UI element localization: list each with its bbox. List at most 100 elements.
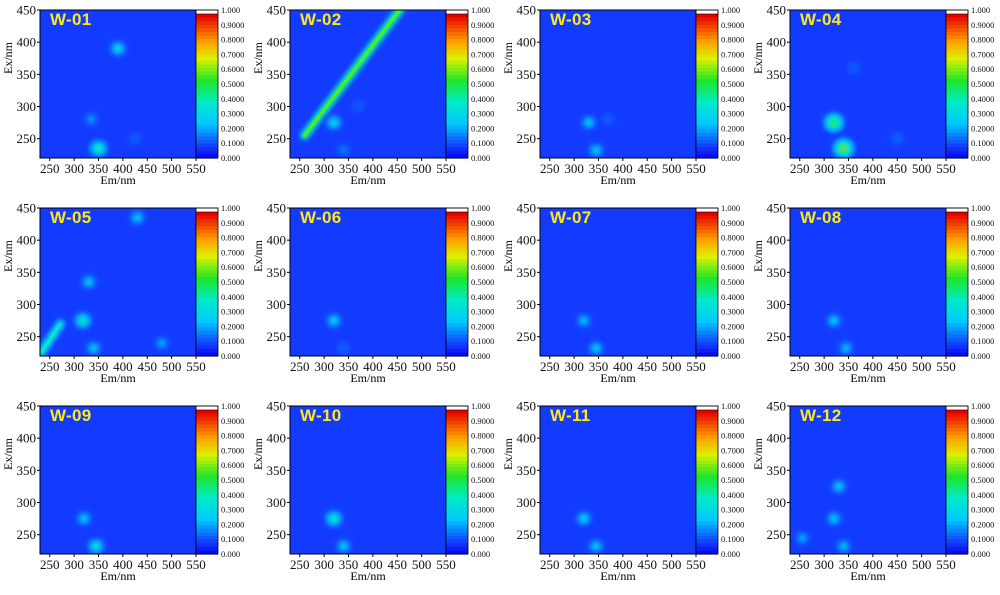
y-axis-label: Ex/nm xyxy=(1,42,15,74)
fluorescence-peak xyxy=(830,135,858,158)
y-tick-label: 250 xyxy=(17,527,37,542)
x-tick-label: 250 xyxy=(40,359,60,374)
colorbar-tick-label: 0.8000 xyxy=(471,233,494,243)
colorbar-tick-label: 1.000 xyxy=(471,401,490,411)
fluorescence-peak xyxy=(128,208,147,227)
x-tick-label: 550 xyxy=(936,359,956,374)
sample-title: W-08 xyxy=(800,208,842,227)
colorbar-tick-label: 0.8000 xyxy=(221,431,244,441)
y-tick-label: 450 xyxy=(767,201,787,216)
x-tick-label: 500 xyxy=(162,161,182,176)
x-tick-label: 500 xyxy=(162,557,182,572)
colorbar-tick-label: 0.1000 xyxy=(471,138,494,148)
colorbar-tick-label: 0.6000 xyxy=(221,460,244,470)
fluorescence-peak xyxy=(601,113,615,126)
y-tick-label: 350 xyxy=(17,265,37,280)
y-tick-label: 300 xyxy=(517,99,537,114)
y-tick-label: 400 xyxy=(767,35,787,50)
sample-title: W-11 xyxy=(550,406,591,425)
colorbar-tick-label: 0.5000 xyxy=(971,79,994,89)
colorbar: 0.000 0.1000 0.2000 0.3000 0.4000 0.5000 0.600… xyxy=(445,203,494,361)
x-tick-label: 350 xyxy=(839,359,859,374)
fluorescence-peak xyxy=(322,508,345,529)
fluorescence-peak xyxy=(586,339,606,356)
colorbar-tick-label: 0.2000 xyxy=(221,519,244,529)
x-tick-label: 350 xyxy=(89,161,109,176)
y-tick-label: 300 xyxy=(17,495,37,510)
y-axis-label: Ex/nm xyxy=(751,240,765,272)
colorbar-tick-label: 0.5000 xyxy=(221,277,244,287)
colorbar-tick-label: 1.000 xyxy=(971,401,990,411)
y-tick-label: 400 xyxy=(267,431,287,446)
y-tick-label: 250 xyxy=(17,131,37,146)
fluorescence-peak xyxy=(574,509,594,528)
colorbar-tick-label: 0.6000 xyxy=(721,460,744,470)
colorbar: 0.000 0.1000 0.2000 0.3000 0.4000 0.5000 0.600… xyxy=(945,203,994,361)
x-tick-label: 250 xyxy=(290,557,310,572)
y-tick-label: 450 xyxy=(517,201,537,216)
fluorescence-peak xyxy=(829,477,848,496)
colorbar-tick-label: 0.6000 xyxy=(221,262,244,272)
sample-title: W-12 xyxy=(800,406,842,425)
x-axis-label: Em/nm xyxy=(600,569,636,583)
x-tick-label: 400 xyxy=(863,557,883,572)
colorbar-tick-label: 0.1000 xyxy=(721,336,744,346)
y-axis-label: Ex/nm xyxy=(1,438,15,470)
colorbar-tick-label: 0.9000 xyxy=(471,416,494,426)
eem-plot: 250 300 350 400 450 500 550 250 300 350 400 450 0.00… xyxy=(267,201,495,375)
colorbar-tick-label: 0.2000 xyxy=(721,321,744,331)
x-tick-label: 400 xyxy=(613,161,633,176)
plot-background xyxy=(40,406,196,554)
y-tick-label: 300 xyxy=(267,495,287,510)
colorbar-tick-label: 0.000 xyxy=(221,549,240,559)
colorbar-tick-label: 1.000 xyxy=(221,5,240,15)
y-axis-label: Ex/nm xyxy=(1,240,15,272)
y-tick-label: 350 xyxy=(267,463,287,478)
y-tick-label: 350 xyxy=(267,67,287,82)
eem-plot: 250 300 350 400 450 500 550 250 300 350 400 450 0.00… xyxy=(517,3,745,177)
x-tick-label: 500 xyxy=(912,557,932,572)
eem-panel: 250 300 350 400 450 500 550 250 300 350 400 450 0.00… xyxy=(500,396,750,594)
sample-title: W-10 xyxy=(300,406,342,425)
y-axis-label: Ex/nm xyxy=(251,438,265,470)
colorbar: 0.000 0.1000 0.2000 0.3000 0.4000 0.5000 0.600… xyxy=(695,5,744,163)
fluorescence-peak xyxy=(74,509,94,528)
x-tick-label: 300 xyxy=(64,161,84,176)
y-tick-label: 400 xyxy=(17,233,37,248)
x-axis-label: Em/nm xyxy=(850,371,886,385)
colorbar-tick-label: 0.7000 xyxy=(221,49,244,59)
x-axis-label: Em/nm xyxy=(100,569,136,583)
colorbar-tick-label: 0.7000 xyxy=(221,247,244,257)
y-tick-label: 450 xyxy=(767,399,787,414)
y-tick-label: 400 xyxy=(17,35,37,50)
scatter-band-core xyxy=(303,10,402,137)
y-tick-label: 250 xyxy=(267,131,287,146)
x-tick-label: 350 xyxy=(89,557,109,572)
x-tick-label: 450 xyxy=(388,557,408,572)
x-tick-label: 350 xyxy=(589,161,609,176)
eem-plot: 250 300 350 400 450 500 550 250 300 350 400 450 0.00… xyxy=(517,399,745,573)
colorbar-tick-label: 0.7000 xyxy=(471,49,494,59)
colorbar: 0.000 0.1000 0.2000 0.3000 0.4000 0.5000 0.600… xyxy=(445,401,494,559)
fluorescence-peak xyxy=(336,341,351,356)
x-tick-label: 400 xyxy=(363,557,383,572)
x-tick-label: 250 xyxy=(290,359,310,374)
y-tick-label: 300 xyxy=(267,99,287,114)
eem-plot: 250 300 350 400 450 500 550 250 300 350 400 450 0.00… xyxy=(267,399,495,573)
colorbar-tick-label: 0.9000 xyxy=(721,20,744,30)
colorbar: 0.000 0.1000 0.2000 0.3000 0.4000 0.5000 0.600… xyxy=(695,203,744,361)
colorbar-tick-label: 0.3000 xyxy=(971,505,994,515)
colorbar-tick-label: 0.6000 xyxy=(721,262,744,272)
sample-title: W-09 xyxy=(50,406,92,425)
plot-background xyxy=(40,10,196,158)
x-tick-label: 350 xyxy=(339,557,359,572)
colorbar-tick-label: 0.5000 xyxy=(471,79,494,89)
y-tick-label: 300 xyxy=(17,99,37,114)
eem-panel: 250 300 350 400 450 500 550 250 300 350 400 450 0.00… xyxy=(750,0,1000,198)
colorbar-tick-label: 0.3000 xyxy=(221,109,244,119)
x-axis-label: Em/nm xyxy=(350,173,386,187)
eem-plot: 250 300 350 400 450 500 550 250 300 350 400 450 0.00… xyxy=(767,399,995,573)
y-tick-label: 250 xyxy=(517,329,537,344)
x-tick-label: 250 xyxy=(540,359,560,374)
plot-background xyxy=(790,208,946,356)
